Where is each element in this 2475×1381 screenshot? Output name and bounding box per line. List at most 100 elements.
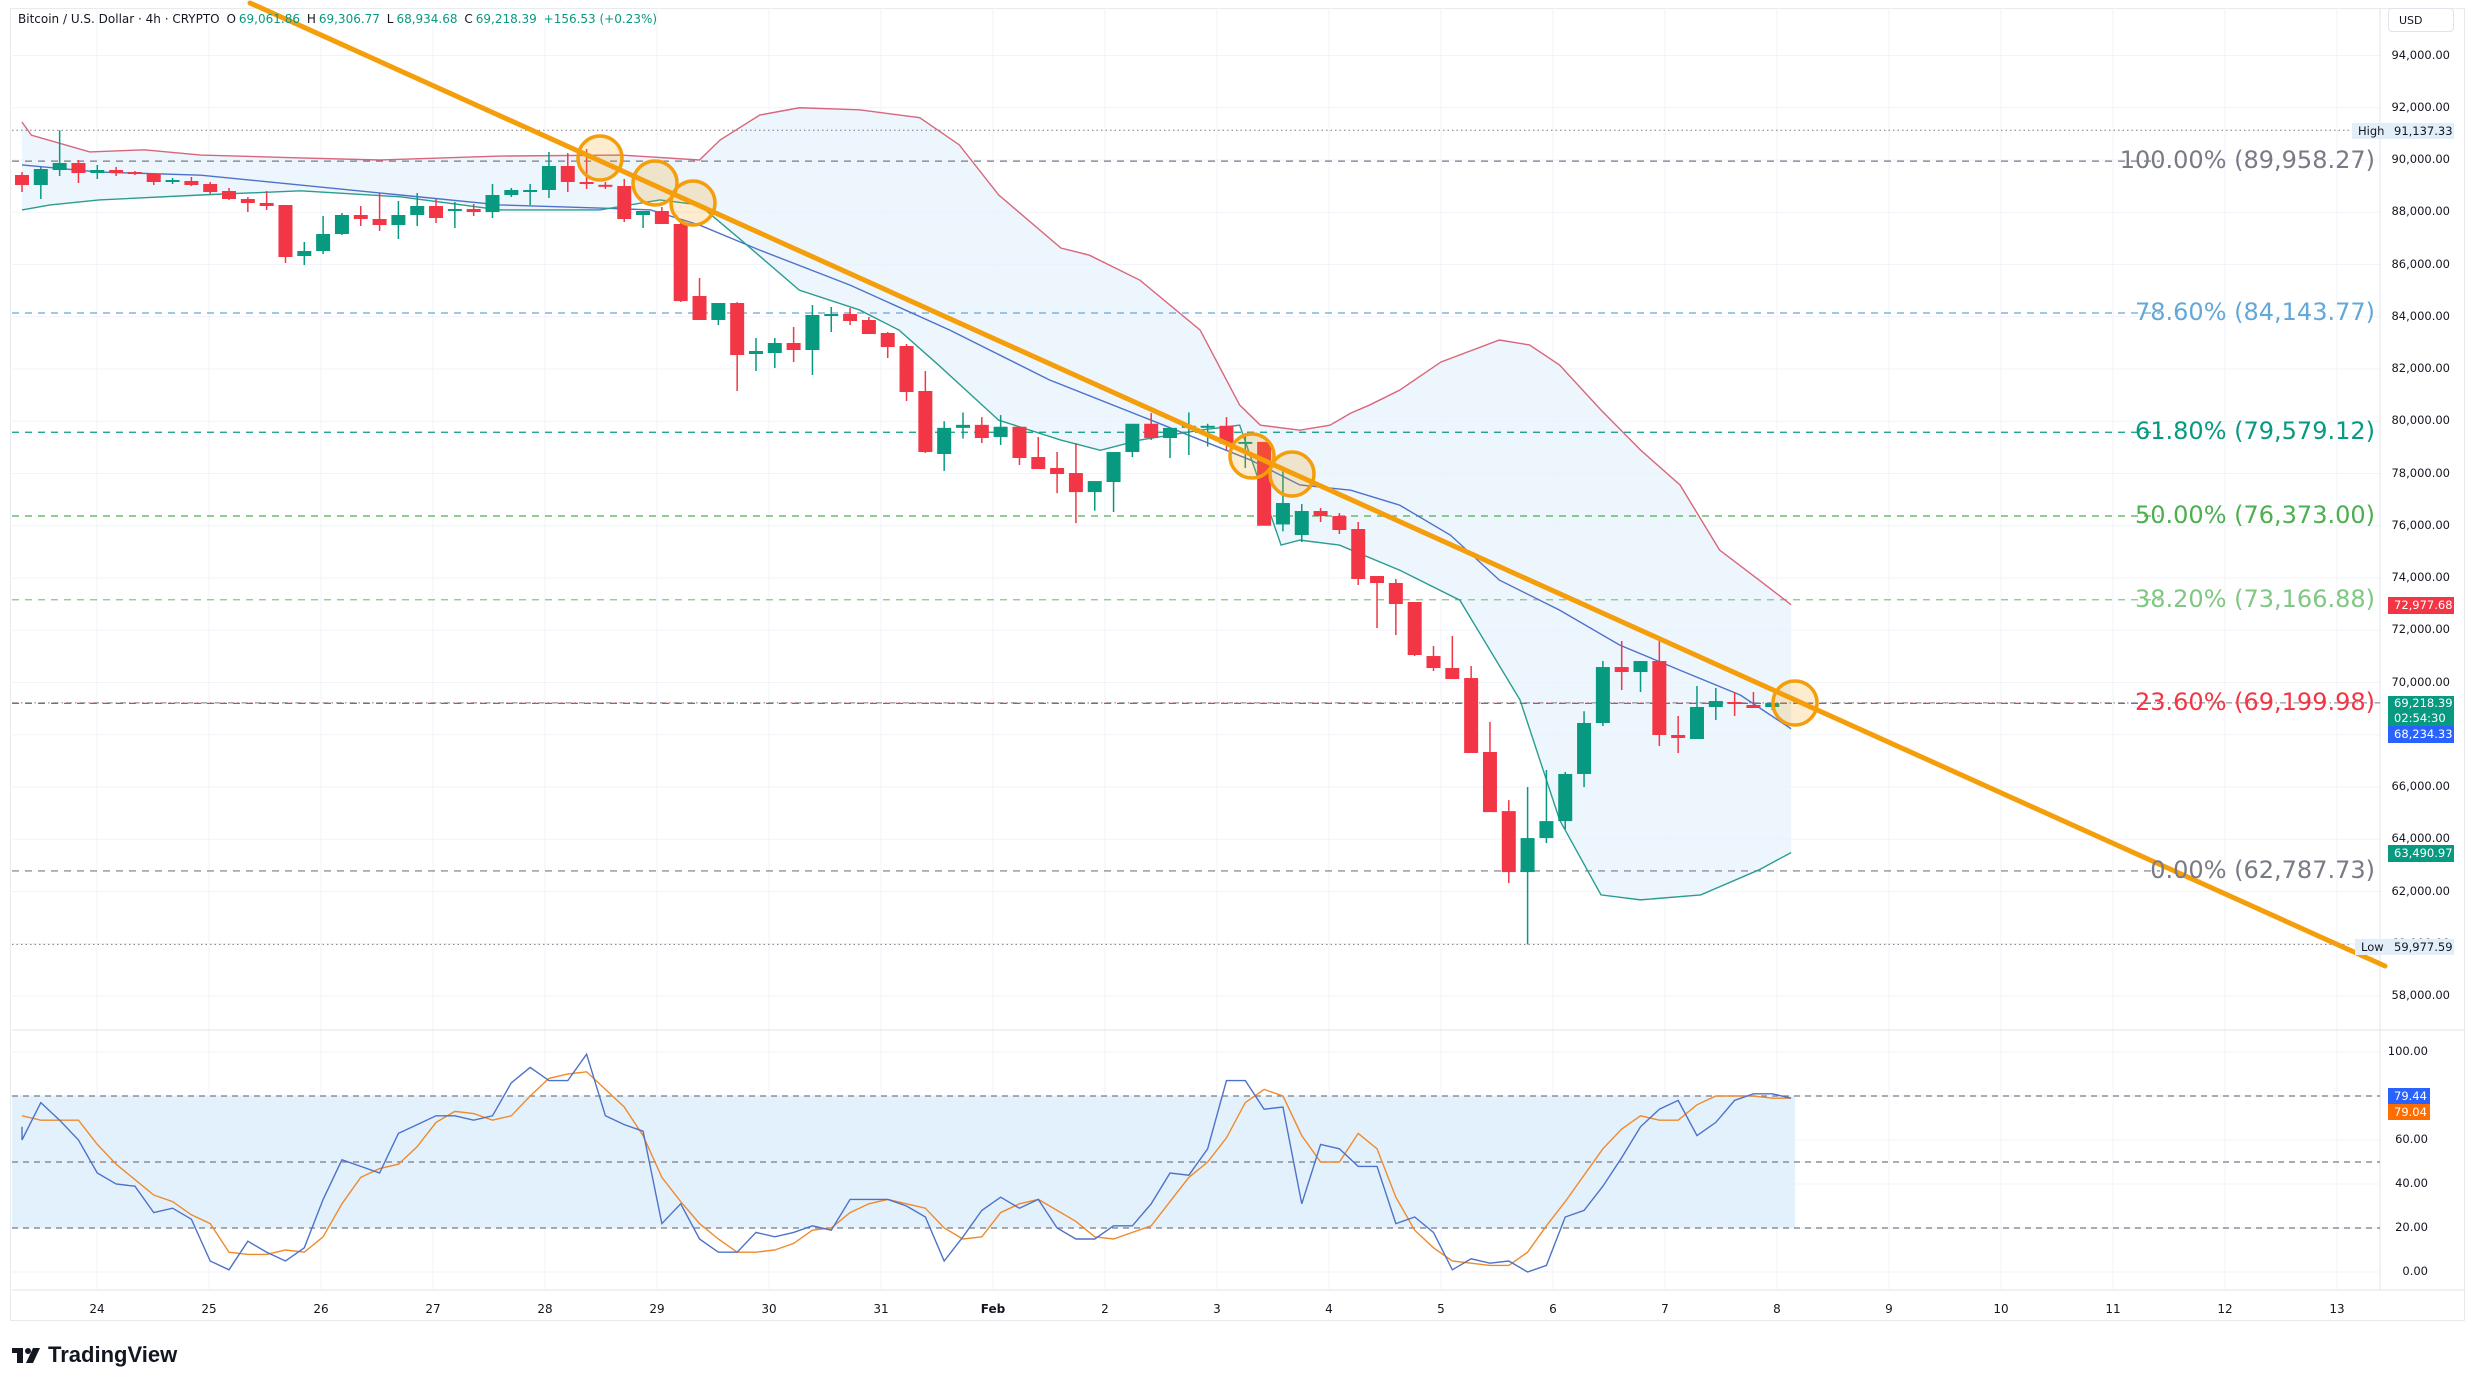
price-tick: 80,000.00	[2391, 413, 2450, 428]
candle-body	[1727, 702, 1742, 705]
stoch-tick: 20.00	[2395, 1220, 2428, 1234]
close-value: 69,218.39	[475, 12, 537, 26]
price-tick: 70,000.00	[2391, 674, 2450, 689]
candle-body	[560, 166, 575, 182]
bar-countdown: 02:54:30	[2388, 711, 2454, 726]
candle-body	[1388, 583, 1403, 605]
candle-body	[1144, 423, 1159, 439]
candle-body	[523, 189, 538, 192]
candle-body	[109, 170, 124, 174]
touch-point-circle	[1771, 679, 1819, 727]
date-tick: 12	[2217, 1302, 2233, 1316]
low-marker-label: Low	[2355, 939, 2390, 955]
candle-body	[353, 214, 368, 220]
date-tick: 10	[1993, 1302, 2009, 1316]
candle-body	[1238, 441, 1253, 444]
touch-point-circle	[669, 179, 717, 227]
candle-body	[90, 170, 105, 174]
price-tick: 76,000.00	[2391, 517, 2450, 532]
date-tick: 3	[1213, 1302, 1221, 1316]
candle-body	[993, 426, 1008, 437]
bollinger-basis	[21, 164, 1792, 730]
price-tick: 86,000.00	[2391, 256, 2450, 271]
candle-body	[1012, 426, 1027, 459]
date-tick: 24	[89, 1302, 105, 1316]
date-tick: 5	[1437, 1302, 1445, 1316]
candle-body	[52, 163, 67, 171]
candle-body	[447, 209, 462, 212]
candle-body	[843, 314, 858, 322]
candle-body	[1125, 423, 1140, 453]
candle-body	[1633, 661, 1648, 673]
candle-body	[692, 296, 707, 321]
price-tick: 92,000.00	[2391, 99, 2450, 114]
price-tick: 66,000.00	[2391, 779, 2450, 793]
date-tick: 9	[1885, 1302, 1893, 1316]
candle-body	[466, 209, 481, 213]
chart-frame[interactable]	[10, 8, 2465, 1321]
touch-point-circle	[631, 159, 679, 207]
date-tick: 6	[1549, 1302, 1557, 1316]
date-tick: 27	[425, 1302, 441, 1316]
high-label: H	[306, 12, 316, 26]
last-price-tag: 69,218.39	[2388, 696, 2454, 711]
stoch-d-tag: 79.04	[2388, 1104, 2430, 1120]
touch-point-circle	[576, 134, 624, 182]
change-value: +156.53 (+0.23%)	[543, 12, 658, 26]
candle-body	[1520, 838, 1535, 873]
bollinger-fill	[22, 107, 1792, 900]
date-tick: 31	[873, 1302, 889, 1316]
price-tick: 64,000.00	[2391, 831, 2450, 846]
candle-body	[222, 191, 237, 200]
tradingview-logo[interactable]: TradingView	[12, 1342, 177, 1368]
candle-body	[805, 314, 820, 351]
date-tick: 26	[313, 1302, 329, 1316]
candle-body	[711, 303, 726, 321]
candle-body	[541, 166, 556, 190]
candle-body	[259, 203, 274, 207]
candle-body	[1558, 773, 1573, 822]
candle-body	[1445, 668, 1460, 680]
candle-body	[1671, 734, 1686, 738]
bb-lower-price-tag: 63,490.97	[2388, 845, 2454, 862]
bb-basis-price-tag: 68,234.33	[2388, 726, 2454, 743]
candle-body	[1332, 516, 1347, 531]
candle-body	[1746, 705, 1761, 708]
price-tick: 88,000.00	[2391, 204, 2450, 219]
candle-body	[203, 184, 218, 193]
high-value: 69,306.77	[318, 12, 380, 26]
candle-body	[861, 320, 876, 335]
fib-level-label: 38.20% (73,166.88)	[2134, 584, 2375, 613]
bollinger-upper	[21, 107, 1792, 606]
high-marker-value: 91,137.33	[2388, 123, 2454, 139]
candle-body	[673, 224, 688, 302]
candle-body	[1294, 511, 1309, 536]
candle-body	[956, 424, 970, 428]
stoch-k-tag: 79.44	[2388, 1088, 2430, 1104]
low-marker-value: 59,977.59	[2388, 939, 2454, 955]
fib-level-label: 100.00% (89,958.27)	[2119, 146, 2375, 175]
candle-body	[598, 184, 613, 187]
candle-body	[1275, 503, 1290, 525]
candle-body	[71, 163, 86, 174]
date-tick: 30	[761, 1302, 777, 1316]
candle-body	[899, 346, 914, 393]
price-tick: 74,000.00	[2391, 570, 2450, 584]
candle-body	[730, 303, 745, 355]
price-tick: 82,000.00	[2391, 361, 2450, 375]
candle-body	[429, 206, 444, 218]
price-tick: 62,000.00	[2391, 883, 2450, 898]
candle-body	[1464, 678, 1479, 753]
trendline	[247, 0, 2388, 969]
candle-body	[334, 214, 349, 235]
currency-selector[interactable]: USD	[2388, 8, 2454, 32]
candle-body	[579, 181, 594, 185]
candle-body	[1614, 667, 1629, 673]
symbol-title[interactable]: Bitcoin / U.S. Dollar · 4h · CRYPTO	[18, 12, 220, 26]
date-tick: 29	[649, 1302, 665, 1316]
date-tick: 8	[1773, 1302, 1781, 1316]
candle-body	[15, 174, 29, 186]
stoch-d-line	[21, 1071, 1792, 1267]
candle-body	[1087, 481, 1102, 493]
